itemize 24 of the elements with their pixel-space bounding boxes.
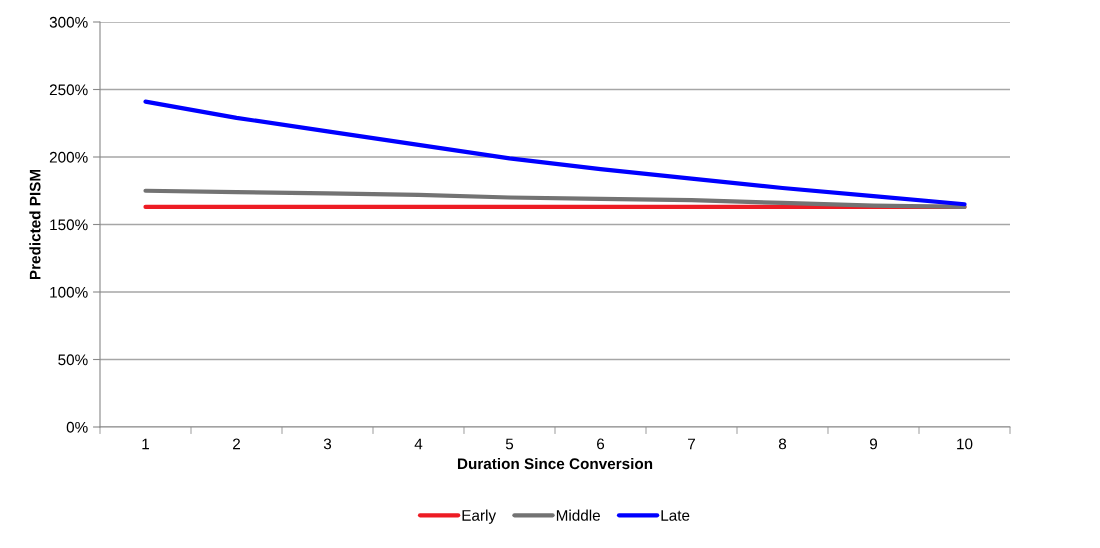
y-tick-label: 50% [58, 354, 88, 366]
x-tick-label: 2 [233, 438, 240, 450]
line-series [143, 99, 967, 207]
legend-label: Middle [556, 509, 600, 521]
y-tick-label: 250% [49, 84, 88, 96]
x-tick-label: 9 [869, 438, 878, 450]
x-tick-label: 8 [778, 438, 787, 450]
y-tick-label: 150% [50, 219, 88, 231]
x-tick-label: 4 [414, 438, 423, 450]
y-axis-title: Predicted PISM [29, 169, 41, 280]
x-tick-label: 5 [505, 438, 514, 450]
x-tick-label: 10 [957, 438, 973, 450]
legend-label: Early [462, 509, 497, 524]
line-series [143, 188, 967, 210]
x-axis-title: Duration Since Conversion [457, 457, 653, 470]
x-tick-label: 1 [142, 438, 149, 450]
y-tick-label: 300% [49, 16, 88, 28]
legend-label: Late [661, 510, 690, 521]
y-tick-label: 100% [50, 286, 88, 298]
y-tick-label: 0% [66, 421, 88, 433]
x-tick-label: 7 [688, 438, 695, 450]
y-tick-label: 200% [49, 151, 88, 163]
x-tick-label: 6 [597, 438, 605, 450]
x-tick-label: 3 [323, 438, 332, 450]
